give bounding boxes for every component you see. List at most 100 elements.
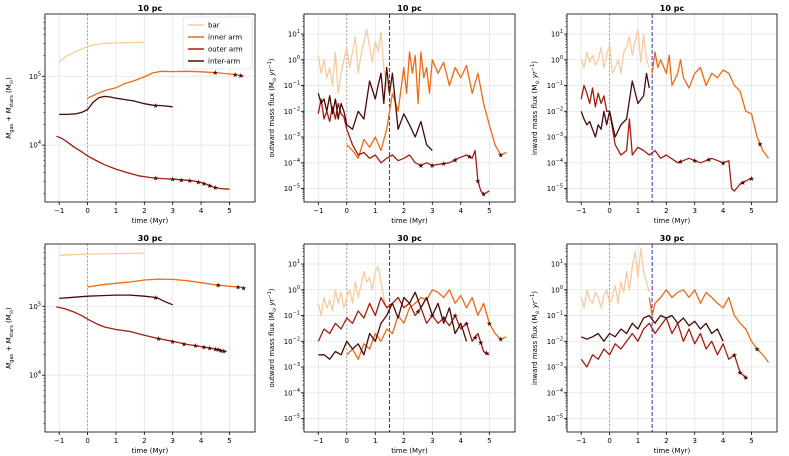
y-tick-base: 10: [284, 364, 293, 372]
ylabel-symbol: M: [5, 107, 13, 113]
y-tick-label: 10−3: [547, 132, 563, 142]
y-tick-exponent: −2: [293, 106, 300, 112]
y-tick-base: 10: [29, 303, 38, 311]
ylabel-superscript: −1: [267, 61, 273, 68]
x-tick-label: 4: [459, 437, 464, 445]
y-tick-base: 10: [284, 108, 293, 116]
x-tick-label: 4: [721, 207, 726, 215]
y-tick-exponent: 1: [297, 29, 300, 35]
x-tick-label: 2: [664, 207, 668, 215]
x-tick-label: 0: [607, 437, 611, 445]
series-line-outer-arm: [56, 135, 230, 190]
y-tick-label: 101: [551, 29, 563, 39]
series-line-bar: [58, 41, 145, 63]
y-tick-exponent: 4: [38, 140, 41, 146]
y-tick-exponent: −3: [293, 132, 300, 138]
y-tick-base: 10: [547, 185, 556, 193]
x-tick-label: 5: [749, 207, 753, 215]
y-tick-label: 10−3: [284, 132, 300, 142]
panel-title: 30 pc: [138, 234, 163, 243]
y-tick-exponent: −5: [556, 184, 563, 190]
x-tick-label: 3: [430, 207, 434, 215]
ylabel-subscript: ⊙: [272, 78, 278, 82]
gridlines: [567, 244, 777, 432]
y-tick-base: 10: [288, 56, 297, 64]
series-line-inner-arm: [87, 278, 244, 289]
data-series: ★ ★ ★★ ★ ★ ★ ★ ★ ★★★★★: [56, 252, 247, 355]
x-tick-label: 3: [170, 207, 174, 215]
ylabel-text: inward mass flux (M: [531, 85, 539, 155]
star-marker: ★: [486, 320, 492, 328]
star-marker: ★: [241, 284, 247, 292]
ylabel-unit: yr: [531, 70, 539, 80]
x-tick-label: 3: [170, 437, 174, 445]
ylabel-unit: yr: [268, 67, 276, 77]
x-tick-label: 1: [114, 437, 118, 445]
star-marker: ★: [429, 162, 435, 170]
y-tick-label: 100: [551, 55, 563, 65]
panel-outward-flux-10pc: ★★ ★ ★ ★ ★★★−1 0 1 2 3 4 510−510−410−310−210−11001…: [267, 4, 516, 225]
ylabel-subscript: ⊙: [9, 310, 15, 314]
y-tick-label: 10−5: [547, 184, 563, 194]
ylabel-operator: +: [5, 114, 13, 124]
star-marker: ★: [441, 160, 447, 168]
y-tick-label: 105: [29, 71, 41, 81]
y-tick-base: 10: [284, 134, 293, 142]
panel-inward-flux-30pc: ★★★★−1 0 1 2 3 4 510−510−410−310−210−110010130…: [530, 234, 778, 455]
y-tick-label: 101: [551, 259, 563, 269]
x-tick-label: 3: [692, 207, 696, 215]
y-tick-label: 10−3: [547, 362, 563, 372]
star-marker: ★: [235, 284, 241, 292]
y-tick-base: 10: [29, 73, 38, 81]
series-line-outer-arm: [56, 306, 227, 353]
x-tick-label: 0: [85, 437, 89, 445]
panel-title: 10 pc: [397, 4, 422, 13]
series-line-inter-arm: [318, 291, 468, 360]
data-series: ★ ★ ★★ ★ ★ ★ ★ ★ ★ ★★: [56, 41, 244, 192]
y-tick-exponent: −1: [556, 81, 563, 87]
ylabel-text: outward mass flux (M: [268, 312, 276, 388]
series-line-inner-arm: [346, 51, 507, 159]
ylabel-subscript: stars: [9, 95, 15, 108]
y-tick-base: 10: [288, 31, 297, 39]
star-marker: ★: [483, 350, 489, 358]
ylabel-text: outward mass flux (M: [268, 82, 276, 158]
y-tick-label: 10−1: [284, 81, 300, 91]
ylabel-superscript: −1: [530, 64, 536, 71]
y-tick-exponent: 1: [560, 259, 563, 265]
y-tick-exponent: −3: [556, 362, 563, 368]
series-line-bar: [317, 265, 391, 317]
y-tick-base: 10: [547, 312, 556, 320]
y-tick-exponent: 5: [38, 71, 41, 77]
y-tick-label: 10−4: [547, 158, 563, 168]
x-tick-label: 1: [636, 437, 640, 445]
panel-inward-flux-10pc: ★★ ★ ★ ★★★−1 0 1 2 3 4 510−510−410−310−210−110010…: [530, 4, 778, 225]
star-marker: ★: [441, 315, 447, 323]
star-marker: ★: [478, 339, 484, 347]
star-marker: ★: [192, 342, 198, 350]
star-marker: ★: [706, 156, 712, 164]
y-tick-label: 10−5: [284, 414, 300, 424]
ylabel-unit: ): [531, 291, 539, 294]
series-line-bar: [580, 28, 650, 74]
ylabel-operator: +: [5, 344, 13, 354]
ylabel-unit: (M: [5, 314, 13, 325]
ylabel-subscript: stars: [9, 325, 15, 338]
x-axis-label: time (Myr): [132, 217, 169, 225]
y-tick-base: 10: [29, 142, 38, 150]
star-marker: ★: [153, 102, 159, 110]
y-tick-base: 10: [547, 82, 556, 90]
x-tick-label: 0: [607, 207, 611, 215]
x-tick-label: 2: [142, 437, 146, 445]
series-line-outer-arm: [580, 317, 747, 378]
star-marker: ★: [215, 346, 221, 354]
series-line-inter-arm: [580, 314, 724, 342]
panel-title: 30 pc: [660, 234, 685, 243]
panel-title: 10 pc: [138, 4, 163, 13]
y-tick-label: 101: [288, 29, 300, 39]
x-tick-label: 5: [227, 437, 231, 445]
x-tick-label: 5: [487, 437, 491, 445]
ylabel-subscript: ⊙: [9, 80, 15, 84]
